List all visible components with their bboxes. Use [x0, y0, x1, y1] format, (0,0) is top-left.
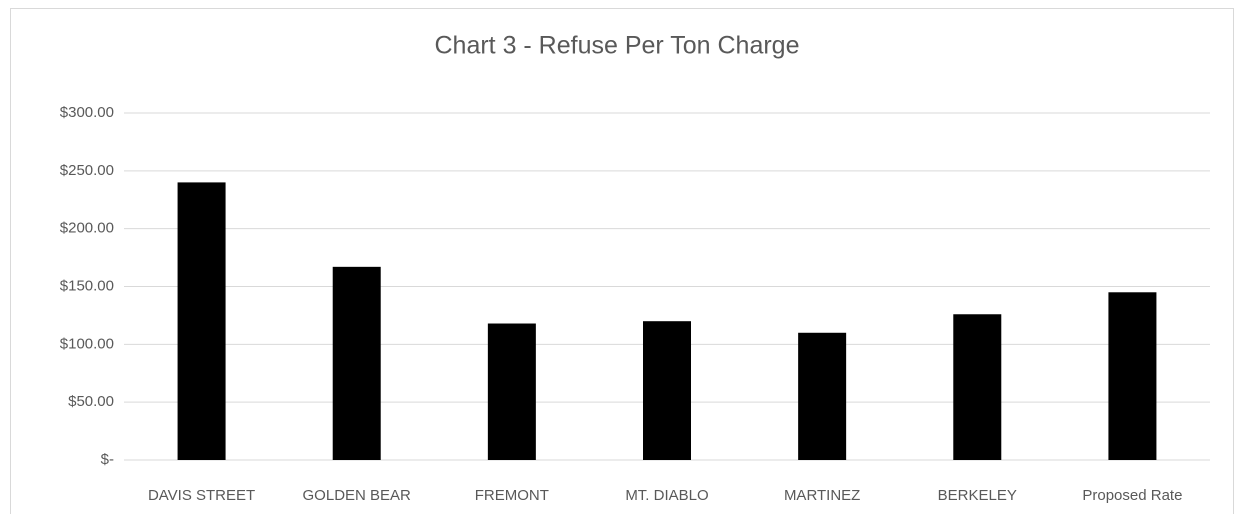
- chart-title: Chart 3 - Refuse Per Ton Charge: [434, 32, 799, 60]
- bar: [332, 266, 381, 460]
- y-tick-label: $50.00: [68, 393, 114, 410]
- bar: [177, 182, 226, 460]
- bar: [487, 323, 536, 460]
- bar: [953, 314, 1002, 460]
- bar: [798, 332, 847, 460]
- y-tick-label: $100.00: [60, 335, 114, 352]
- x-tick-label: MARTINEZ: [784, 487, 860, 504]
- x-tick-label: DAVIS STREET: [148, 487, 255, 504]
- x-tick-label: FREMONT: [475, 487, 549, 504]
- x-tick-label: MT. DIABLO: [625, 487, 708, 504]
- y-tick-label: $200.00: [60, 220, 114, 237]
- y-tick-label: $-: [101, 451, 114, 468]
- y-tick-label: $250.00: [60, 162, 114, 179]
- bar: [643, 321, 691, 460]
- x-tick-label: BERKELEY: [938, 487, 1017, 504]
- y-tick-label: $300.00: [60, 104, 114, 121]
- bar: [1108, 292, 1157, 460]
- x-tick-label: GOLDEN BEAR: [303, 487, 412, 504]
- y-tick-label: $150.00: [60, 277, 114, 294]
- x-tick-label: Proposed Rate: [1082, 487, 1182, 504]
